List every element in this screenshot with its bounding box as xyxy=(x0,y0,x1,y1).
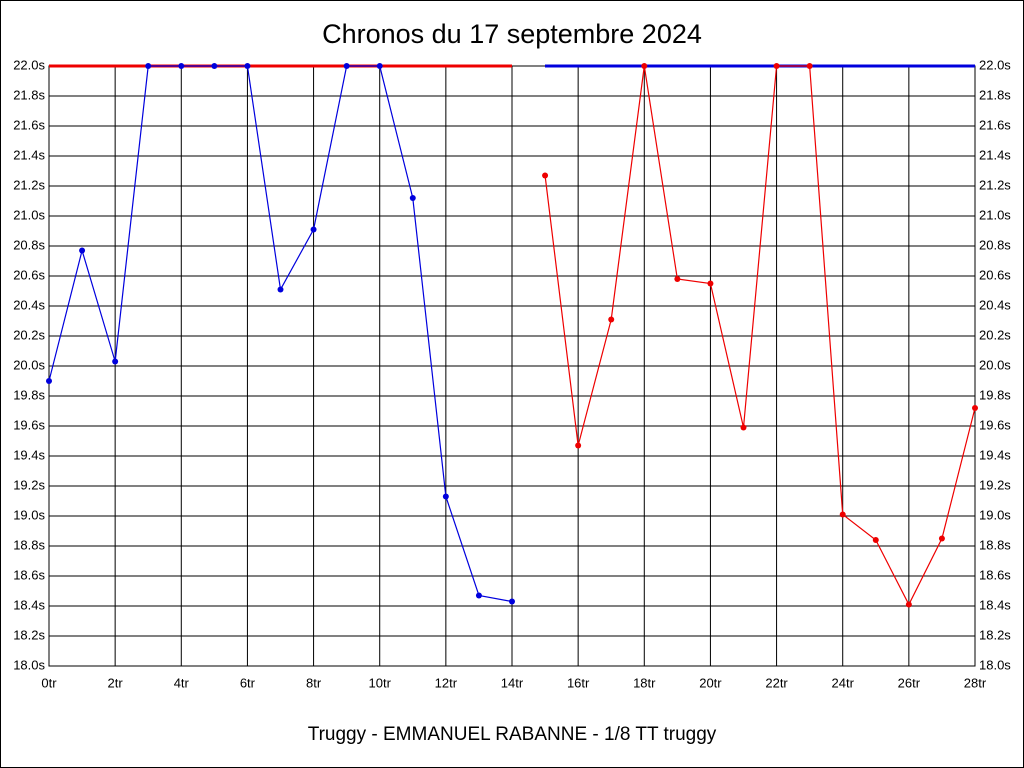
x-tick-label: 8tr xyxy=(306,675,322,690)
point xyxy=(707,280,714,287)
point xyxy=(409,195,416,201)
point xyxy=(277,286,284,293)
point xyxy=(972,405,978,411)
y-tick-label-right: 18.4s xyxy=(979,597,1011,612)
point xyxy=(905,601,912,608)
point xyxy=(211,63,218,69)
point xyxy=(938,535,945,542)
point xyxy=(178,63,185,69)
y-tick-label-right: 22.0s xyxy=(979,57,1011,72)
x-tick-label: 26tr xyxy=(898,675,921,690)
x-tick-label: 22tr xyxy=(765,675,788,690)
y-tick-label: 19.4s xyxy=(13,447,45,462)
point xyxy=(343,63,350,69)
point xyxy=(674,276,681,282)
point xyxy=(641,63,648,69)
point xyxy=(376,63,383,69)
point xyxy=(442,493,449,500)
chart-title: Chronos du 17 septembre 2024 xyxy=(322,19,702,49)
point xyxy=(145,63,152,69)
x-tick-label: 20tr xyxy=(699,675,722,690)
point xyxy=(806,63,813,69)
point xyxy=(740,424,747,431)
y-tick-label: 18.6s xyxy=(13,567,45,582)
y-tick-label-right: 19.0s xyxy=(979,507,1011,522)
y-tick-label-right: 18.8s xyxy=(979,537,1011,552)
x-tick-label: 0tr xyxy=(41,675,57,690)
y-tick-label: 19.2s xyxy=(13,477,45,492)
chart-subtitle: Truggy - EMMANUEL RABANNE - 1/8 TT trugg… xyxy=(308,724,717,745)
y-tick-label: 18.2s xyxy=(13,627,45,642)
y-tick-label: 20.0s xyxy=(13,357,45,372)
x-tick-label: 10tr xyxy=(369,675,392,690)
y-tick-label-right: 18.2s xyxy=(979,627,1011,642)
point xyxy=(839,511,846,518)
y-tick-label: 18.8s xyxy=(13,537,45,552)
x-tick-label: 16tr xyxy=(567,675,590,690)
point xyxy=(79,247,86,254)
y-tick-label-right: 20.8s xyxy=(979,237,1011,252)
point xyxy=(608,316,615,323)
y-tick-label: 21.0s xyxy=(13,207,45,222)
point xyxy=(872,537,879,543)
point xyxy=(310,226,317,233)
y-tick-label: 20.6s xyxy=(13,267,45,282)
y-tick-label: 18.4s xyxy=(13,597,45,612)
x-tick-label: 24tr xyxy=(832,675,855,690)
y-tick-label: 21.2s xyxy=(13,177,45,192)
point xyxy=(475,592,482,599)
point xyxy=(112,358,119,365)
y-tick-label: 21.8s xyxy=(13,87,45,102)
point xyxy=(542,172,549,179)
point xyxy=(575,442,582,449)
y-tick-label: 20.4s xyxy=(13,297,45,312)
x-tick-label: 4tr xyxy=(174,675,190,690)
y-tick-label: 21.4s xyxy=(13,147,45,162)
x-tick-label: 14tr xyxy=(501,675,524,690)
point xyxy=(244,63,251,69)
point xyxy=(46,378,52,384)
y-tick-label: 22.0s xyxy=(13,57,45,72)
x-tick-label: 12tr xyxy=(435,675,458,690)
point xyxy=(509,598,515,605)
y-tick-label-right: 20.2s xyxy=(979,327,1011,342)
y-tick-label-right: 20.0s xyxy=(979,357,1011,372)
point xyxy=(773,63,780,69)
x-tick-label: 28tr xyxy=(964,675,987,690)
y-tick-label-right: 21.2s xyxy=(979,177,1011,192)
y-tick-label-right: 20.6s xyxy=(979,267,1011,282)
y-tick-label: 20.2s xyxy=(13,327,45,342)
y-tick-label-right: 21.0s xyxy=(979,207,1011,222)
x-tick-label: 6tr xyxy=(240,675,256,690)
x-tick-label: 18tr xyxy=(633,675,656,690)
y-tick-label: 19.8s xyxy=(13,387,45,402)
y-tick-label-right: 21.4s xyxy=(979,147,1011,162)
y-tick-label-right: 21.6s xyxy=(979,117,1011,132)
y-tick-label: 20.8s xyxy=(13,237,45,252)
y-tick-label: 19.0s xyxy=(13,507,45,522)
y-tick-label: 19.6s xyxy=(13,417,45,432)
y-tick-label-right: 19.2s xyxy=(979,477,1011,492)
y-tick-label-right: 19.4s xyxy=(979,447,1011,462)
y-tick-label-right: 18.6s xyxy=(979,567,1011,582)
y-tick-label: 18.0s xyxy=(13,657,45,672)
y-tick-label-right: 21.8s xyxy=(979,87,1011,102)
y-tick-label-right: 19.8s xyxy=(979,387,1011,402)
series-line xyxy=(544,65,976,606)
y-tick-label-right: 19.6s xyxy=(979,417,1011,432)
y-tick-label-right: 18.0s xyxy=(979,657,1011,672)
y-tick-label-right: 20.4s xyxy=(979,297,1011,312)
x-tick-label: 2tr xyxy=(108,675,124,690)
y-tick-label: 21.6s xyxy=(13,117,45,132)
